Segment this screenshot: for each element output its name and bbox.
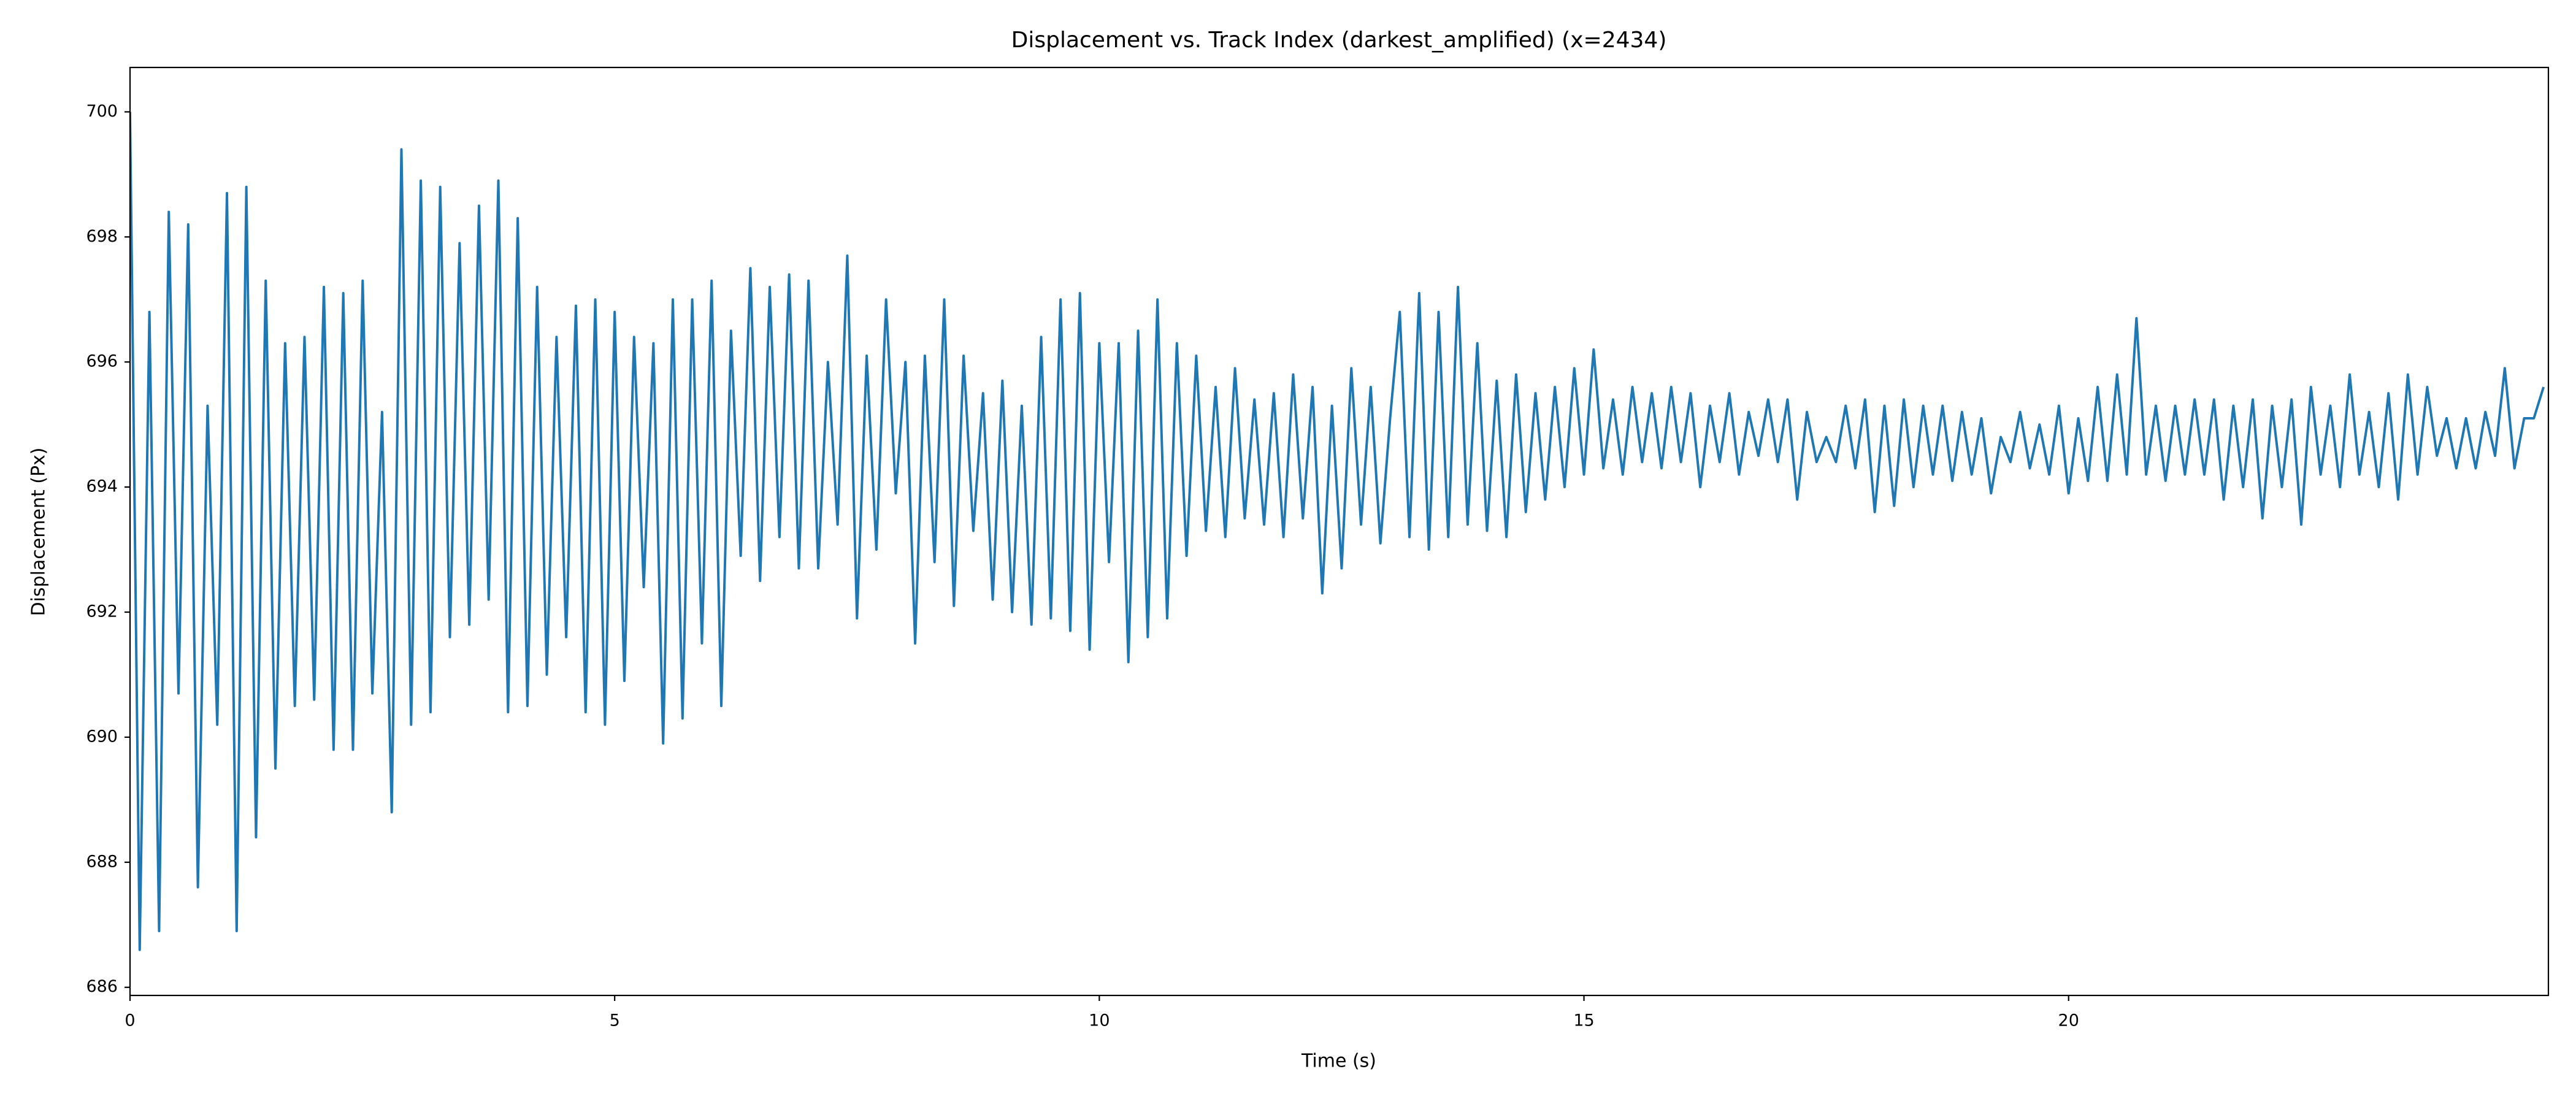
y-tick-label: 690 xyxy=(86,727,118,746)
x-tick-label: 20 xyxy=(2058,1011,2079,1030)
y-axis-label: Displacement (Px) xyxy=(28,447,50,616)
x-axis-label: Time (s) xyxy=(1301,1051,1376,1072)
y-tick-label: 698 xyxy=(86,227,118,246)
y-tick-label: 686 xyxy=(86,977,118,996)
chart-title: Displacement vs. Track Index (darkest_am… xyxy=(1011,28,1667,53)
x-tick-label: 5 xyxy=(610,1011,620,1030)
x-tick-label: 15 xyxy=(1573,1011,1594,1030)
data-line xyxy=(130,112,2545,951)
x-tick-label: 10 xyxy=(1089,1011,1110,1030)
y-tick-label: 700 xyxy=(86,102,118,121)
y-tick-label: 696 xyxy=(86,352,118,371)
y-tick-label: 688 xyxy=(86,852,118,871)
y-tick-label: 692 xyxy=(86,602,118,621)
y-tick-label: 694 xyxy=(86,477,118,496)
x-tick-label: 0 xyxy=(125,1011,135,1030)
plot-frame xyxy=(129,66,2550,997)
